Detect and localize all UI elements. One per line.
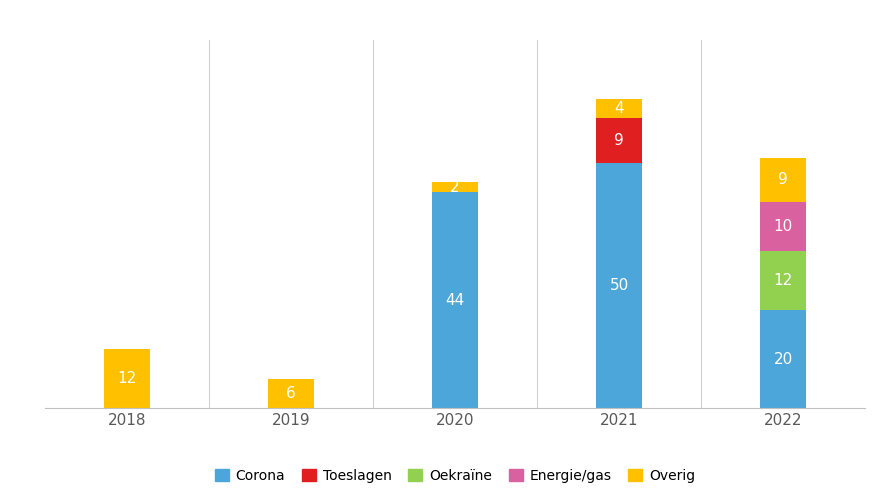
Text: 2: 2 [450, 180, 459, 195]
Text: 9: 9 [615, 133, 624, 148]
Bar [760, 202, 806, 251]
Bar [268, 379, 314, 408]
Text: 12: 12 [117, 372, 136, 386]
Bar [760, 158, 806, 202]
Bar [432, 192, 478, 408]
Bar [760, 251, 806, 310]
Text: 10: 10 [773, 219, 793, 234]
Bar [432, 182, 478, 192]
Text: 20: 20 [773, 352, 793, 367]
Text: 50: 50 [609, 278, 629, 293]
Bar [596, 99, 642, 119]
Text: 9: 9 [779, 172, 788, 187]
Text: 12: 12 [773, 273, 793, 288]
Bar [103, 350, 150, 408]
Text: 6: 6 [286, 386, 295, 401]
Text: 44: 44 [445, 293, 465, 308]
Bar [760, 310, 806, 408]
Bar [596, 119, 642, 163]
Legend: Corona, Toeslagen, Oekraïne, Energie/gas, Overig: Corona, Toeslagen, Oekraïne, Energie/gas… [210, 463, 700, 489]
Text: 4: 4 [615, 101, 624, 116]
Bar [596, 163, 642, 408]
